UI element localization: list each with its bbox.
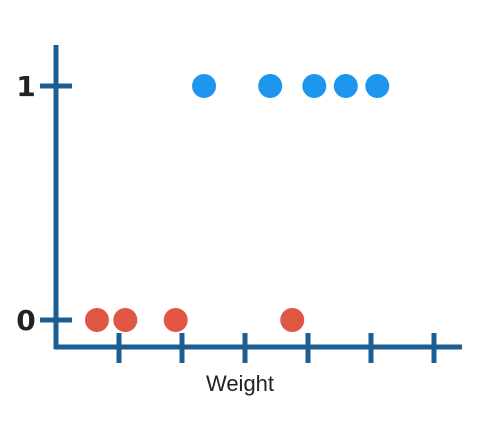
data-point-0-3 <box>280 308 305 332</box>
x-ticks <box>116 333 437 363</box>
y-ticks: 01 <box>16 70 72 337</box>
data-point-1-3 <box>333 74 358 98</box>
data-point-1-4 <box>365 74 390 98</box>
data-point-0-1 <box>113 308 138 332</box>
data-points <box>84 74 390 332</box>
y-tick-label-0: 0 <box>16 304 35 337</box>
data-point-1-0 <box>192 74 217 98</box>
data-point-1-2 <box>302 74 327 98</box>
data-point-1-1 <box>258 74 283 98</box>
x-axis-label: Weight <box>206 371 274 396</box>
axes <box>53 45 462 350</box>
data-point-0-2 <box>163 308 188 332</box>
data-point-0-0 <box>84 308 109 332</box>
y-tick-label-1: 1 <box>16 70 35 103</box>
